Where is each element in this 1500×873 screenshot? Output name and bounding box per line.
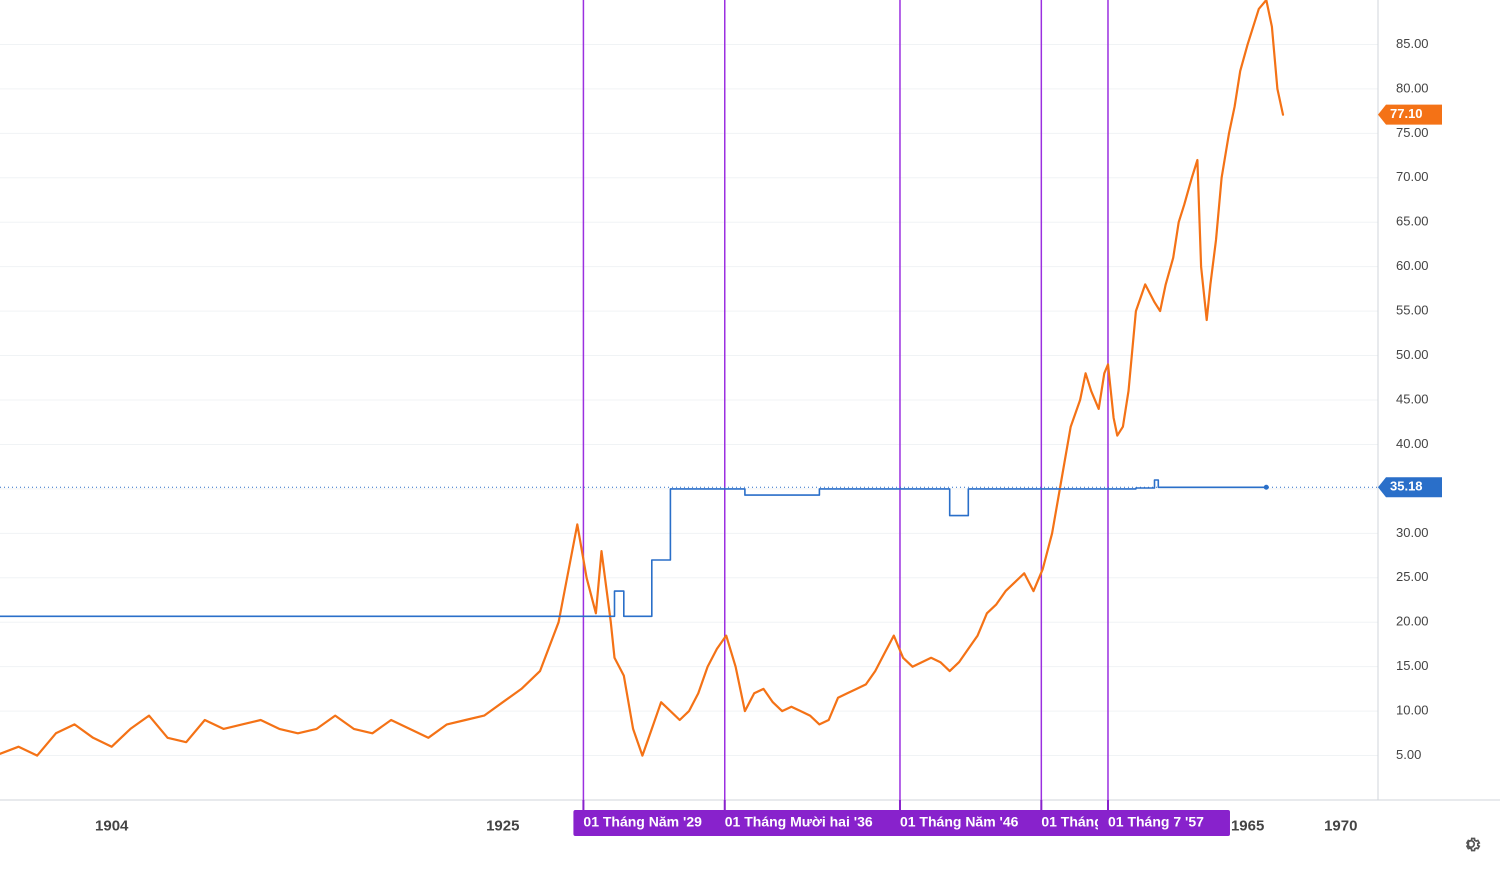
x-tick-label: 1904: [95, 817, 129, 834]
y-tick-label: 30.00: [1396, 525, 1429, 540]
y-tick-label: 20.00: [1396, 614, 1429, 629]
y-tick-label: 5.00: [1396, 747, 1421, 762]
y-tick-label: 15.00: [1396, 658, 1429, 673]
y-tick-label: 45.00: [1396, 391, 1429, 406]
y-tick-label: 65.00: [1396, 214, 1429, 229]
y-tick-label: 40.00: [1396, 436, 1429, 451]
chart-svg[interactable]: 5.0010.0015.0020.0025.0030.0035.0040.004…: [0, 0, 1500, 873]
price-marker: 35.18: [1390, 479, 1423, 494]
gear-icon: [1460, 833, 1482, 855]
event-marker-label: 01 Tháng Năm '29: [583, 814, 702, 830]
y-tick-label: 85.00: [1396, 36, 1429, 51]
y-tick-label: 50.00: [1396, 347, 1429, 362]
y-tick-label: 80.00: [1396, 80, 1429, 95]
chart-container[interactable]: 5.0010.0015.0020.0025.0030.0035.0040.004…: [0, 0, 1500, 873]
y-tick-label: 75.00: [1396, 125, 1429, 140]
x-tick-label: 1970: [1324, 817, 1357, 834]
y-tick-label: 10.00: [1396, 703, 1429, 718]
event-marker-label: 01 Tháng 7 '57: [1108, 814, 1204, 830]
y-tick-label: 25.00: [1396, 569, 1429, 584]
event-marker-label: 01 Tháng Mười hai '36: [725, 814, 873, 830]
price-marker: 77.10: [1390, 106, 1423, 121]
y-tick-label: 55.00: [1396, 303, 1429, 318]
event-marker-label: 01 Tháng Năm '46: [900, 814, 1019, 830]
x-tick-label: 1925: [486, 817, 519, 834]
y-tick-label: 70.00: [1396, 169, 1429, 184]
x-tick-label: 1965: [1231, 817, 1264, 834]
y-tick-label: 60.00: [1396, 258, 1429, 273]
settings-button[interactable]: [1460, 833, 1482, 855]
